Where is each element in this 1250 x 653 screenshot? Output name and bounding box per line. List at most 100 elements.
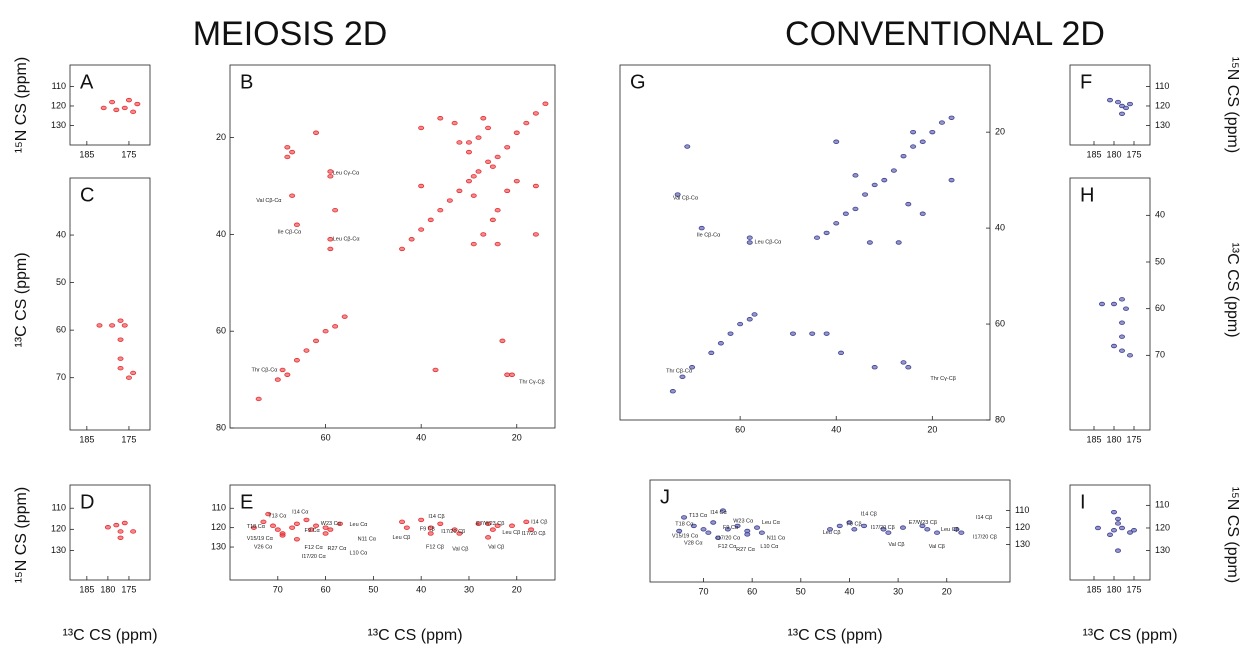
- panel-label: G: [630, 71, 646, 93]
- peak-annotation: I14 Cα: [710, 510, 727, 516]
- peak-annotation: F9 Cα: [723, 525, 739, 531]
- x-tick-label: 60: [321, 584, 331, 594]
- peak: [948, 177, 955, 183]
- peak: [910, 129, 917, 135]
- peak-annotation: T13 Cα: [689, 513, 708, 519]
- peak: [399, 246, 406, 252]
- peak: [737, 321, 744, 327]
- x-tick-label: 180: [1106, 149, 1121, 159]
- x-tick-label: 185: [79, 149, 94, 159]
- peak: [1111, 343, 1118, 349]
- peak: [399, 519, 406, 525]
- peak: [542, 101, 549, 106]
- plot-frame: [1069, 177, 1151, 431]
- x-tick-label: 185: [1086, 584, 1101, 594]
- plot-area: [1099, 297, 1134, 358]
- axis-title: ¹³C CS (ppm): [367, 627, 462, 644]
- peak: [938, 120, 945, 125]
- peak: [322, 531, 329, 536]
- plot-area: [669, 115, 955, 394]
- peak: [494, 523, 501, 528]
- peak: [758, 530, 765, 535]
- peak: [1115, 516, 1122, 522]
- peak-annotation: F12 Cβ: [426, 544, 444, 550]
- peak: [724, 527, 731, 532]
- peak: [327, 237, 334, 242]
- peak: [284, 372, 291, 377]
- peak-annotation: R27 Cα: [328, 546, 348, 552]
- peak-annotation: F9 Cβ: [847, 522, 862, 528]
- peak: [274, 377, 281, 382]
- x-tick-label: 180: [1106, 584, 1121, 594]
- y-tick-label: 60: [56, 325, 66, 335]
- y-tick-label: 20: [216, 132, 226, 142]
- peak: [121, 323, 128, 328]
- peak-annotation: L10 Cα: [349, 550, 368, 556]
- axis-title: ¹⁵N CS (ppm): [13, 487, 30, 583]
- peak-annotation: W23 Cα: [733, 518, 754, 524]
- peak: [948, 115, 955, 120]
- peak: [255, 396, 262, 402]
- plot-area: [1095, 509, 1138, 553]
- peak: [919, 139, 926, 144]
- peak: [842, 211, 849, 216]
- peak: [341, 314, 348, 319]
- y-tick-label: 130: [51, 545, 66, 555]
- y-tick-label: 80: [216, 422, 226, 432]
- y-tick-label: 110: [1155, 500, 1169, 510]
- peak: [880, 527, 887, 532]
- peak-annotation: Leu Cγ-Cα: [333, 170, 360, 176]
- peak: [117, 318, 124, 323]
- peak: [451, 120, 458, 126]
- x-tick-label: 175: [121, 584, 136, 594]
- y-tick-label: 110: [52, 81, 66, 91]
- peak-annotation: N11 Cα: [767, 535, 786, 541]
- peak: [871, 182, 878, 188]
- axis-title: ¹⁵N CS (ppm): [1224, 57, 1241, 153]
- peak: [432, 367, 439, 373]
- header: MEIOSIS 2D: [193, 15, 388, 53]
- peak: [934, 530, 941, 535]
- x-tick-label: 20: [512, 432, 522, 442]
- peak-annotation: F12 Cα: [718, 544, 737, 550]
- x-tick-label: 50: [368, 584, 378, 594]
- peak: [1123, 306, 1130, 311]
- peak: [485, 125, 492, 131]
- peak: [470, 241, 477, 247]
- peak: [698, 225, 705, 231]
- y-tick-label: 130: [1155, 545, 1170, 555]
- peak: [910, 144, 917, 149]
- peak-annotation: Val Cβ-Cα: [256, 198, 282, 204]
- peak: [823, 331, 830, 336]
- peak: [833, 221, 840, 226]
- peak: [827, 527, 834, 532]
- peak: [308, 527, 315, 532]
- peak-annotation: T13 Cα: [268, 513, 287, 519]
- peak: [499, 338, 506, 344]
- peak: [669, 389, 676, 394]
- peak: [744, 532, 751, 537]
- peak: [284, 145, 291, 150]
- peak-annotation: Thr Cγ-Cβ: [519, 379, 544, 385]
- peak: [924, 527, 931, 532]
- peak: [293, 521, 300, 526]
- plot-frame: [69, 484, 151, 581]
- peak-annotation: Thr Cβ-Cα: [666, 369, 693, 375]
- y-tick-label: 80: [995, 414, 1005, 424]
- peak: [1127, 353, 1134, 358]
- peak: [293, 358, 300, 363]
- peak-annotation: Ile Cβ-Cα: [278, 229, 302, 235]
- axis-title: ¹⁵N CS (ppm): [1224, 487, 1241, 583]
- peak: [113, 522, 120, 528]
- plot-area: [255, 101, 549, 402]
- x-tick-label: 20: [942, 586, 952, 596]
- peak: [1119, 111, 1126, 116]
- peak: [418, 183, 425, 189]
- x-tick-label: 175: [121, 434, 136, 444]
- peak: [846, 520, 853, 525]
- y-tick-label: 40: [216, 229, 226, 239]
- peak-annotation: L10 Cα: [760, 544, 779, 550]
- peak: [746, 317, 753, 322]
- peak: [418, 125, 425, 131]
- peak: [1107, 532, 1114, 537]
